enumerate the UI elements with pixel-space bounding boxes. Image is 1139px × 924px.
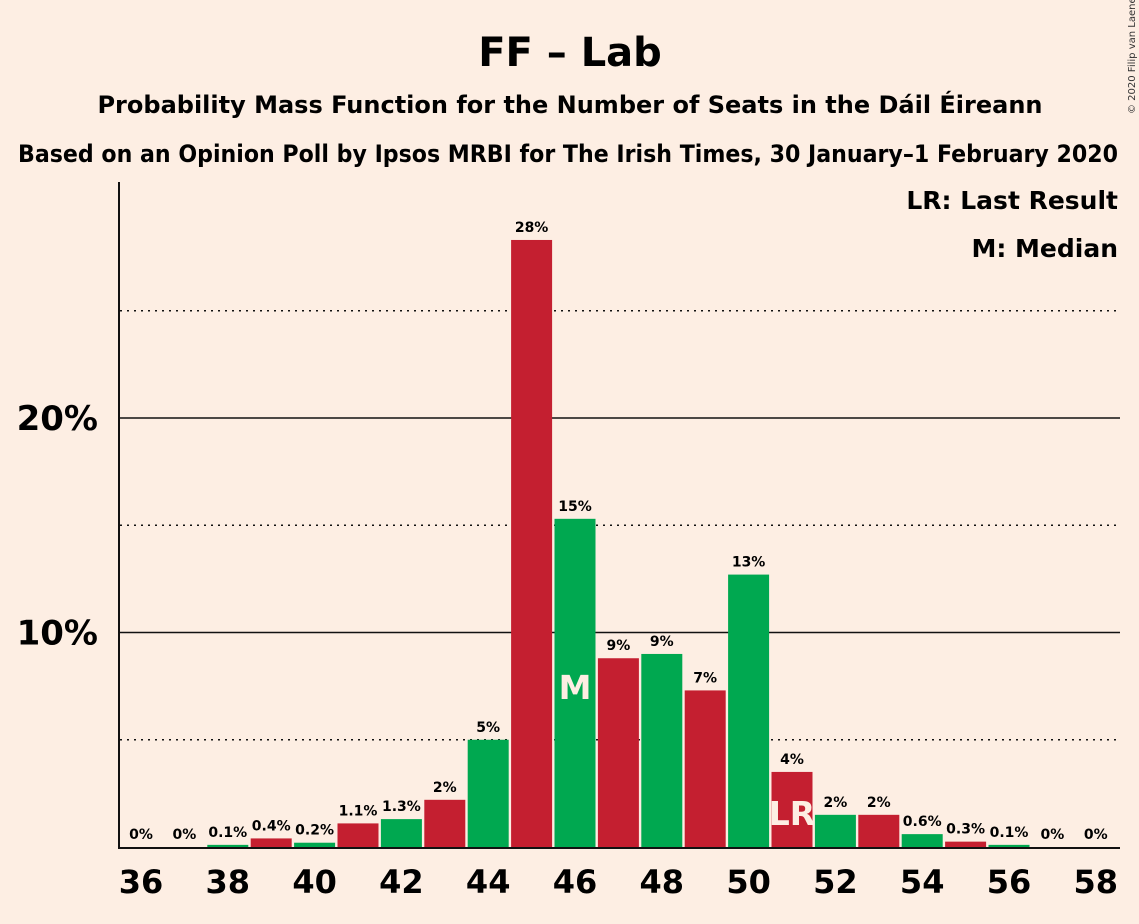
bar-seat-54 <box>901 834 943 847</box>
bar-markers: M LR <box>559 668 816 833</box>
data-label-seat-53: 2% <box>867 795 891 811</box>
gridlines <box>120 309 1120 741</box>
data-label-seat-45: 28% <box>515 220 549 236</box>
data-label-seat-58: 0% <box>1084 827 1108 843</box>
data-label-seat-49: 7% <box>693 670 717 686</box>
bar-seat-38 <box>207 844 249 847</box>
bar-seat-52 <box>814 814 856 847</box>
bar-seat-46 <box>554 518 596 847</box>
data-label-seat-55: 0.3% <box>946 822 985 838</box>
bar-seat-48 <box>641 653 683 847</box>
legend-median: M: Median <box>971 234 1118 263</box>
bar-seat-49 <box>684 690 726 847</box>
x-tick-label: 40 <box>292 863 337 901</box>
data-label-seat-56: 0.1% <box>990 825 1029 841</box>
bar-seat-40 <box>294 842 336 847</box>
data-label-seat-37: 0% <box>173 827 197 843</box>
bar-seat-47 <box>597 658 639 847</box>
copyright: © 2020 Filip van Laenen <box>1127 0 1138 114</box>
bar-seat-55 <box>945 841 987 847</box>
x-tick-label: 38 <box>206 863 251 901</box>
chart-subtitle: Probability Mass Function for the Number… <box>97 90 1042 119</box>
x-tick-label: 48 <box>640 863 685 901</box>
x-tick-label: 42 <box>379 863 424 901</box>
data-label-seat-40: 0.2% <box>295 823 334 839</box>
marker-m: M <box>559 668 592 707</box>
x-tick-label: 54 <box>900 863 945 901</box>
data-label-seat-54: 0.6% <box>903 814 942 830</box>
data-label-seat-38: 0.1% <box>208 825 247 841</box>
data-label-seat-44: 5% <box>476 720 500 736</box>
data-label-seat-48: 9% <box>650 634 674 650</box>
marker-lr: LR <box>769 794 815 833</box>
bar-seat-53 <box>858 814 900 847</box>
data-label-seat-47: 9% <box>607 638 631 654</box>
x-tick-label: 36 <box>119 863 164 901</box>
legend-last-result: LR: Last Result <box>906 186 1118 215</box>
x-tick-label: 50 <box>726 863 771 901</box>
data-label-seat-50: 13% <box>732 555 766 571</box>
data-label-seat-57: 0% <box>1041 827 1065 843</box>
x-tick-label: 46 <box>553 863 598 901</box>
data-label-seat-39: 0.4% <box>252 818 291 834</box>
data-labels: 0% 0% 0.1% 0.4% 0.2% 1.1% 1.3% 2% 5% 28% 15% 9% 9% 7%… <box>129 220 1108 843</box>
bar-seat-41 <box>337 823 379 847</box>
bar-seat-42 <box>380 819 422 847</box>
bar-seat-44 <box>467 739 509 847</box>
bar-seat-56 <box>988 844 1030 847</box>
data-label-seat-36: 0% <box>129 827 153 843</box>
data-label-seat-52: 2% <box>824 795 848 811</box>
chart-source: Based on an Opinion Poll by Ipsos MRBI f… <box>18 140 1118 168</box>
data-label-seat-46: 15% <box>558 499 592 515</box>
x-tick-label: 52 <box>813 863 858 901</box>
bars <box>207 239 1030 848</box>
data-label-seat-51: 4% <box>780 752 804 768</box>
bar-seat-50 <box>728 574 770 847</box>
bar-seat-45 <box>511 239 553 848</box>
data-label-seat-41: 1.1% <box>339 803 378 819</box>
bar-seat-43 <box>424 799 466 847</box>
bar-seat-51 <box>771 771 813 847</box>
x-axis-ticks: 36 38 40 42 44 46 48 50 52 54 56 58 <box>119 863 1118 901</box>
data-label-seat-43: 2% <box>433 780 457 796</box>
x-tick-label: 44 <box>466 863 511 901</box>
x-tick-label: 58 <box>1074 863 1119 901</box>
data-label-seat-42: 1.3% <box>382 799 421 815</box>
x-tick-label: 56 <box>987 863 1032 901</box>
y-tick-label: 20% <box>17 399 98 439</box>
y-axis-ticks: 10% 20% <box>17 399 98 654</box>
bar-seat-39 <box>250 838 292 847</box>
y-tick-label: 10% <box>17 614 98 654</box>
chart-title: FF – Lab <box>478 30 662 76</box>
